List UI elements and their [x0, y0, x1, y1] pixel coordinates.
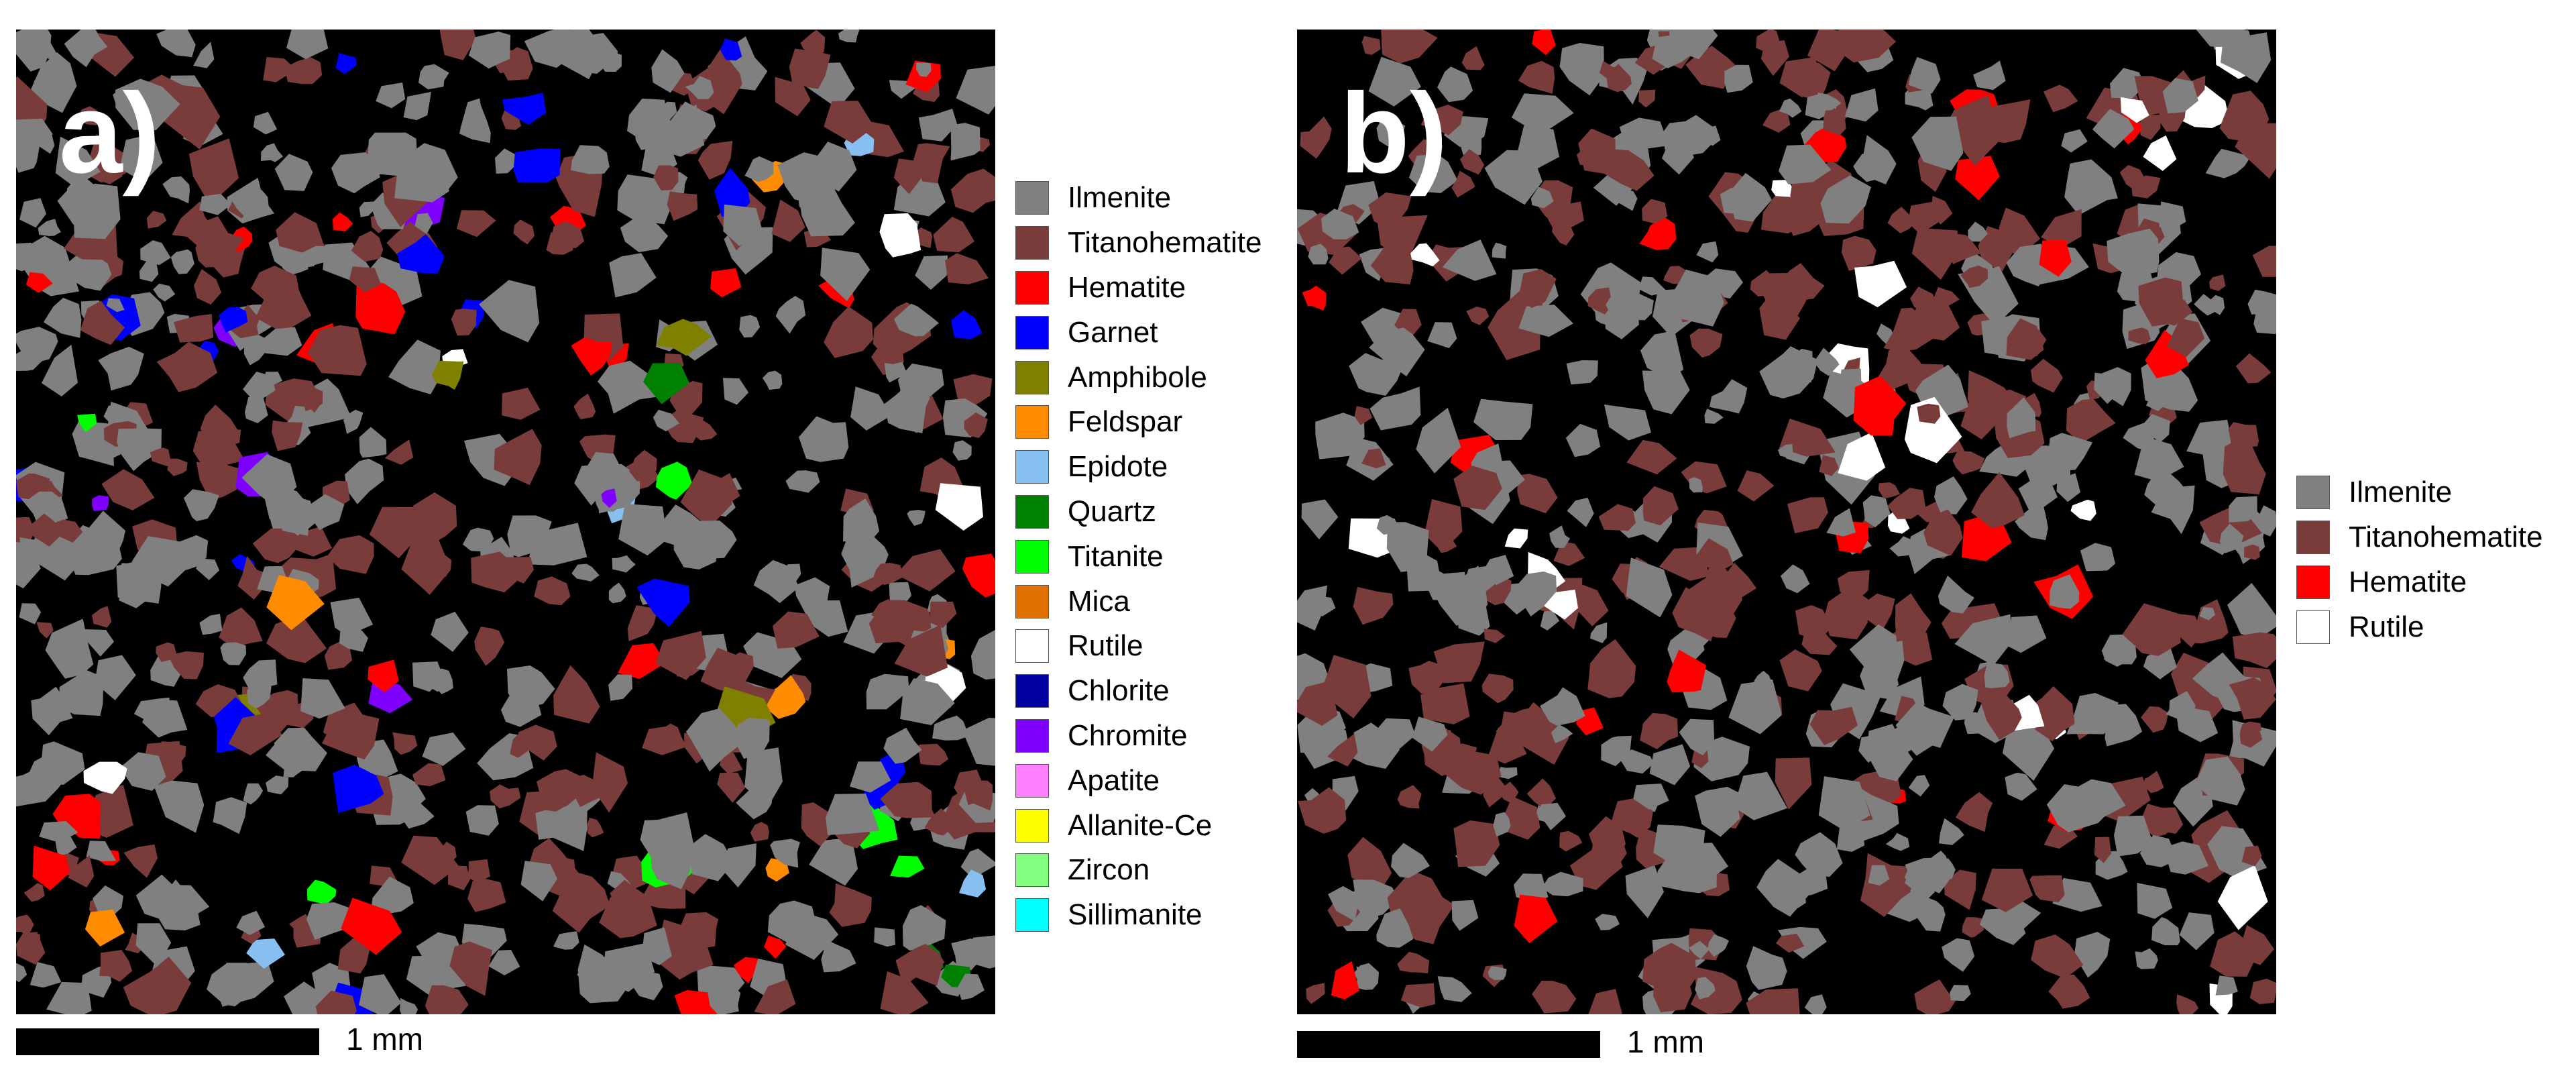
legend-item: Titanohematite: [2296, 515, 2542, 560]
legend-item: Sillimanite: [1015, 893, 1262, 938]
legend-swatch: [1015, 853, 1049, 887]
legend-swatch: [1015, 450, 1049, 484]
legend-label: Titanohematite: [1068, 226, 1262, 260]
legend-swatch: [1015, 405, 1049, 439]
legend-label: Hematite: [1068, 270, 1186, 304]
legend-label: Mica: [1068, 584, 1130, 618]
legend-swatch: [2296, 610, 2330, 644]
legend-item: Ilmenite: [2296, 470, 2542, 515]
legend-swatch: [1015, 494, 1049, 529]
legend-label: Rutile: [2349, 610, 2424, 643]
legend-item: Chlorite: [1015, 669, 1262, 714]
grain-layer-b: [1297, 30, 2276, 1014]
mineral-map-b: b): [1297, 30, 2276, 1014]
legend-swatch: [1015, 898, 1049, 932]
legend-label: Apatite: [1068, 763, 1160, 797]
legend-label: Hematite: [2349, 565, 2467, 598]
legend-item: Titanohematite: [1015, 221, 1262, 266]
panel-label-b: b): [1340, 70, 1448, 197]
legend-label: Sillimanite: [1068, 898, 1202, 932]
legend-label: Feldspar: [1068, 405, 1183, 439]
scale-bar-a: [16, 1028, 319, 1055]
legend-label: Titanohematite: [2349, 521, 2543, 554]
legend-swatch: [2296, 565, 2330, 599]
legend-swatch: [1015, 315, 1049, 349]
legend-swatch: [2296, 521, 2330, 555]
legend-label: Allanite-Ce: [1068, 808, 1213, 842]
legend-swatch: [2296, 476, 2330, 510]
legend-item: Quartz: [1015, 490, 1262, 535]
grain-layer-a: [16, 30, 995, 1014]
legend-swatch: [1015, 718, 1049, 753]
legend-label: Rutile: [1068, 629, 1143, 663]
legend-item: Rutile: [1015, 624, 1262, 669]
scale-bar-b: [1297, 1031, 1600, 1058]
legend-swatch: [1015, 539, 1049, 574]
legend-label: Zircon: [1068, 853, 1150, 887]
legend-label: Amphibole: [1068, 360, 1207, 394]
legend-item: Amphibole: [1015, 355, 1262, 400]
legend-swatch: [1015, 763, 1049, 798]
legend-swatch: [1015, 629, 1049, 663]
legend-swatch: [1015, 181, 1049, 215]
panel-label-a: a): [59, 70, 161, 197]
legend-item: Titanite: [1015, 534, 1262, 579]
legend-swatch: [1015, 360, 1049, 394]
legend-swatch: [1015, 584, 1049, 618]
legend-label: Epidote: [1068, 450, 1168, 484]
legend-swatch: [1015, 226, 1049, 260]
legend-item: Apatite: [1015, 758, 1262, 803]
legend-item: Rutile: [2296, 604, 2542, 649]
legend-item: Feldspar: [1015, 400, 1262, 445]
scale-label-b: 1 mm: [1627, 1024, 1704, 1059]
legend-item: Hematite: [2296, 560, 2542, 605]
legend-item: Allanite-Ce: [1015, 803, 1262, 848]
legend-label: Chlorite: [1068, 674, 1170, 708]
legend-swatch: [1015, 270, 1049, 305]
legend-item: Epidote: [1015, 445, 1262, 490]
legend-label: Garnet: [1068, 315, 1158, 349]
legend-swatch: [1015, 674, 1049, 708]
legend-label: Ilmenite: [1068, 181, 1172, 215]
legend-label: Ilmenite: [2349, 476, 2453, 509]
mineral-map-a: a): [16, 30, 995, 1014]
legend-item: Zircon: [1015, 848, 1262, 893]
legend-a: Ilmenite Titanohematite Hematite Garnet Amph…: [1015, 176, 1262, 938]
legend-item: Garnet: [1015, 310, 1262, 355]
legend-label: Chromite: [1068, 718, 1188, 752]
legend-item: Hematite: [1015, 266, 1262, 311]
legend-b: Ilmenite Titanohematite Hematite Rutile: [2296, 470, 2542, 649]
legend-label: Quartz: [1068, 494, 1157, 528]
legend-item: Chromite: [1015, 714, 1262, 759]
legend-swatch: [1015, 808, 1049, 843]
legend-item: Mica: [1015, 579, 1262, 624]
scale-label-a: 1 mm: [346, 1022, 423, 1057]
legend-label: Titanite: [1068, 539, 1164, 573]
legend-item: Ilmenite: [1015, 176, 1262, 221]
